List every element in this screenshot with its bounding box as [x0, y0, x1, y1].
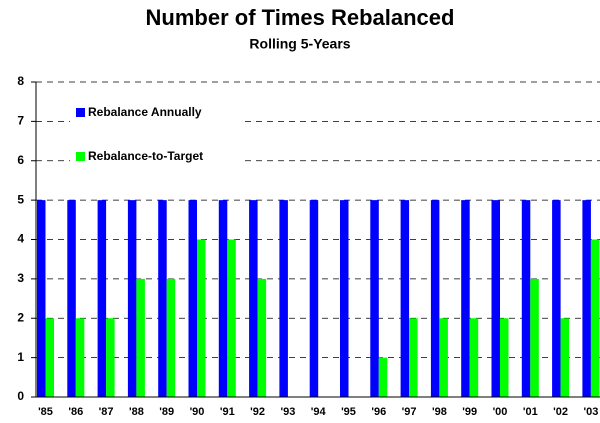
chart-title: Number of Times Rebalanced: [146, 5, 455, 30]
bar: [400, 200, 410, 397]
x-tick-label: '00: [493, 406, 508, 418]
x-tick-label: '90: [190, 406, 205, 418]
bar: [469, 318, 479, 397]
legend-background: [70, 147, 240, 167]
bar: [45, 318, 54, 397]
bar: [430, 200, 440, 397]
y-tick-label: 7: [17, 114, 24, 128]
legend-label: Rebalance-to-Target: [88, 149, 203, 163]
y-tick-label: 4: [17, 232, 24, 246]
bar: [67, 200, 76, 397]
bar: [491, 200, 500, 397]
legend-label: Rebalance Annually: [88, 105, 202, 119]
y-tick-label: 3: [17, 271, 24, 285]
bar: [500, 318, 509, 397]
bar: [166, 278, 176, 397]
bar: [439, 318, 448, 397]
bar: [37, 200, 46, 397]
x-tick-label: '93: [280, 406, 295, 418]
bar: [582, 200, 591, 397]
bar: [249, 200, 258, 397]
bar: [340, 200, 349, 397]
bar: [75, 318, 85, 397]
x-tick-label: '02: [553, 406, 568, 418]
bar: [521, 200, 531, 397]
bar: [370, 200, 379, 397]
x-tick-label: '96: [371, 406, 386, 418]
x-tick-label: '01: [523, 406, 538, 418]
x-tick-label: '92: [250, 406, 265, 418]
legend-background: [70, 103, 240, 123]
x-tick-label: '89: [159, 406, 174, 418]
x-tick-label: '86: [68, 406, 83, 418]
x-tick-label: '97: [402, 406, 417, 418]
bar: [197, 239, 206, 397]
x-tick-label: '95: [341, 406, 356, 418]
bar: [279, 200, 288, 397]
x-tick-label: '98: [432, 406, 447, 418]
bar: [309, 200, 319, 397]
x-tick-label: '85: [38, 406, 53, 418]
x-tick-label: '94: [311, 406, 327, 418]
legend-swatch: [76, 152, 85, 161]
y-tick-label: 0: [17, 389, 24, 403]
bar: [409, 318, 418, 397]
y-tick-label: 2: [17, 310, 24, 324]
bar: [590, 239, 600, 397]
chart-subtitle: Rolling 5-Years: [249, 36, 350, 52]
bar: [257, 278, 267, 397]
bar: [530, 278, 539, 397]
bar: [560, 318, 570, 397]
x-tick-label: '03: [583, 406, 598, 418]
bar: [127, 200, 137, 397]
bar: [552, 200, 561, 397]
bar: [106, 318, 115, 397]
bar: [227, 239, 236, 397]
bar: [378, 357, 388, 397]
y-tick-label: 1: [17, 350, 24, 364]
bar: [218, 200, 228, 397]
y-tick-label: 8: [17, 74, 24, 88]
bar: [136, 278, 145, 397]
x-tick-label: '91: [220, 406, 235, 418]
bar: [188, 200, 197, 397]
legend-swatch: [76, 108, 85, 117]
bar: [158, 200, 167, 397]
x-tick-label: '88: [129, 406, 144, 418]
y-tick-label: 6: [17, 153, 24, 167]
bar: [461, 200, 470, 397]
y-tick-label: 5: [17, 192, 24, 206]
x-tick-label: '99: [462, 406, 477, 418]
bar: [97, 200, 107, 397]
x-tick-label: '87: [99, 406, 114, 418]
